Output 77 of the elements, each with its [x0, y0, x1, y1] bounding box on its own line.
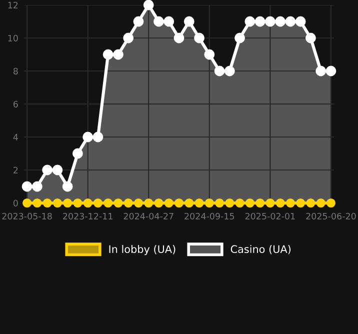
- point: [244, 16, 256, 27]
- point: [184, 16, 194, 27]
- point: [245, 198, 254, 208]
- x-tick-label: 2025-06-20: [306, 212, 356, 220]
- point: [234, 32, 245, 44]
- point: [133, 16, 144, 27]
- y-tick-label: 6: [13, 100, 18, 108]
- point: [306, 198, 316, 208]
- point: [215, 198, 224, 208]
- point: [194, 198, 204, 208]
- point: [276, 198, 285, 208]
- point: [154, 198, 164, 208]
- x-tick-label: 2025-02-01: [245, 212, 295, 220]
- point: [174, 32, 184, 44]
- point: [254, 16, 266, 27]
- point: [275, 16, 286, 27]
- point: [113, 49, 124, 60]
- point: [286, 198, 295, 208]
- point: [22, 181, 32, 192]
- point: [164, 16, 174, 27]
- x-tick-label: 2023-12-11: [63, 212, 112, 220]
- point: [285, 16, 296, 27]
- point: [295, 16, 306, 27]
- point: [93, 198, 102, 208]
- point: [114, 198, 123, 208]
- point: [72, 148, 83, 159]
- point: [32, 198, 42, 208]
- point: [32, 181, 42, 192]
- point: [62, 181, 73, 192]
- point: [92, 132, 104, 142]
- x-tick-label: 2024-09-15: [184, 212, 234, 220]
- point: [164, 198, 174, 208]
- point: [82, 132, 94, 142]
- point: [83, 198, 92, 208]
- legend-label: Casino (UA): [230, 244, 291, 254]
- point: [124, 198, 133, 208]
- point: [42, 164, 53, 176]
- point: [63, 198, 72, 208]
- point: [266, 198, 275, 208]
- x-tick-label: 2024-04-27: [124, 212, 174, 220]
- point: [204, 198, 214, 208]
- point: [224, 66, 235, 76]
- point: [143, 0, 154, 10]
- point: [52, 164, 63, 176]
- y-tick-label: 10: [8, 34, 18, 42]
- point: [235, 198, 244, 208]
- point: [104, 198, 113, 208]
- point: [174, 198, 184, 208]
- point: [316, 66, 326, 76]
- point: [204, 49, 215, 60]
- point: [296, 198, 306, 208]
- y-tick-label: 8: [13, 68, 18, 74]
- point: [134, 198, 143, 208]
- point: [214, 66, 225, 76]
- point: [305, 32, 316, 44]
- y-tick-label: 12: [8, 2, 18, 8]
- y-tick-label: 4: [13, 134, 18, 140]
- point: [225, 198, 234, 208]
- point: [102, 49, 114, 60]
- point: [22, 198, 32, 208]
- y-tick-label: 0: [13, 200, 18, 206]
- point: [326, 66, 336, 76]
- point: [73, 198, 82, 208]
- point: [316, 198, 326, 208]
- y-tick-label: 2: [14, 166, 18, 174]
- point: [42, 198, 52, 208]
- point: [184, 198, 194, 208]
- legend-label: In lobby (UA): [109, 244, 176, 256]
- point: [52, 198, 62, 208]
- point: [264, 16, 276, 27]
- point: [123, 32, 134, 44]
- point: [326, 198, 336, 208]
- point: [256, 198, 265, 208]
- point: [154, 16, 164, 27]
- point: [194, 32, 204, 44]
- point: [144, 198, 154, 208]
- x-tick-label: 2023-05-18: [2, 212, 52, 220]
